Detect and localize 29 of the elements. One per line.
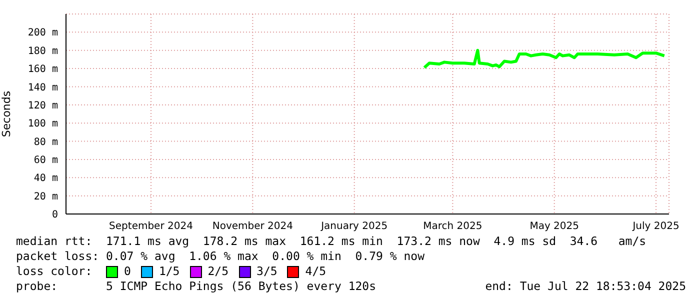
x-tick-label: November 2024: [212, 221, 293, 232]
y-tick-label: 20 m: [34, 191, 58, 202]
y-tick-label: 100 m: [28, 118, 58, 130]
text: end: Tue Jul 22 18:53:04 2025: [485, 279, 686, 294]
legend-label: 4/5: [305, 264, 326, 279]
y-tick-label: 80 m: [34, 136, 58, 148]
legend-label: 1/5: [158, 264, 180, 279]
legend-title: loss color:: [16, 264, 94, 279]
y-tick-label: 120 m: [28, 100, 58, 112]
x-tick-label: March 2025: [423, 221, 482, 232]
y-tick-label: 0: [52, 210, 58, 221]
legend-label: 2/5: [208, 264, 229, 279]
y-tick-label: 40 m: [34, 173, 58, 184]
legend-label: 3/5: [256, 264, 278, 279]
text: probe: 5 ICMP Echo Pings (56 Bytes) every 120s: [16, 279, 376, 294]
text: median rtt: 171.1 ms avg 178.2 ms max 161.2 ms min 173.2 ms now 4.9 ms sd 34.6 am/s: [16, 234, 648, 249]
y-tick-label: 200 m: [28, 28, 58, 39]
y-tick-label: 60 m: [34, 155, 58, 166]
x-tick-label: July 2025: [632, 221, 680, 232]
y-tick-label: 180 m: [28, 46, 58, 57]
y-tick-label: 140 m: [28, 82, 58, 94]
line-series: [422, 48, 666, 70]
y-axis-title: Seconds: [0, 90, 13, 138]
legend-label: 0: [124, 264, 131, 279]
x-tick-label: May 2025: [530, 221, 580, 232]
x-tick-label: September 2024: [109, 221, 193, 232]
y-tick-label: 160 m: [28, 64, 58, 76]
x-tick-label: January 2025: [320, 221, 388, 232]
text: packet loss: 0.07 % avg 1.06 % max 0.00 % min 0.79 % now: [16, 249, 426, 264]
